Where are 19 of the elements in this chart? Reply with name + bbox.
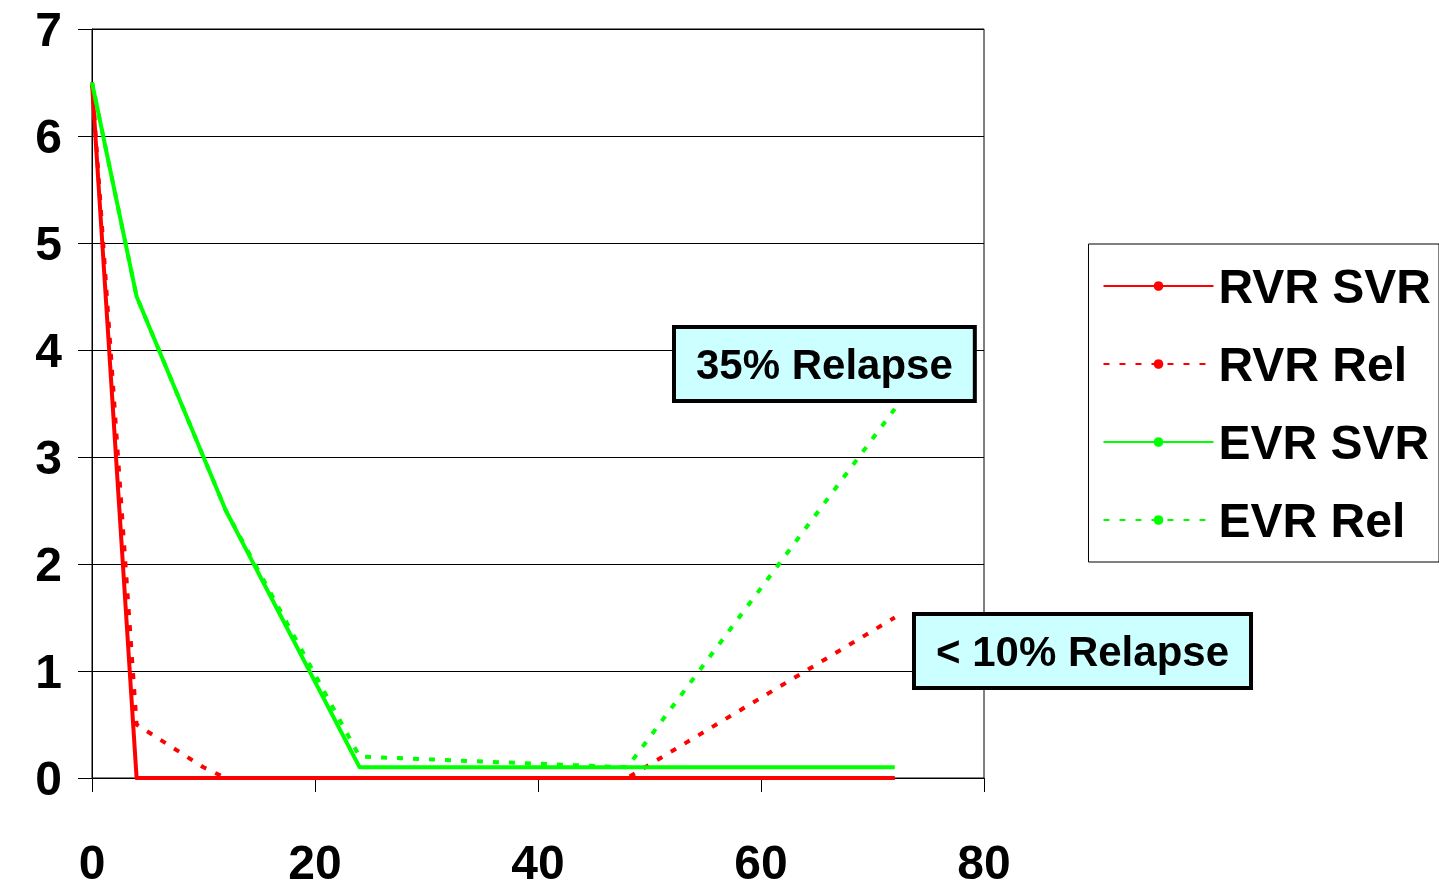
- y-tick-label: 1: [35, 644, 62, 698]
- annotation: 35% Relapse: [696, 340, 953, 388]
- y-tick-label: 4: [35, 323, 63, 377]
- x-tick-label: 20: [288, 835, 342, 889]
- y-tick-label: 7: [35, 2, 62, 56]
- legend-label: EVR SVR: [1218, 415, 1430, 469]
- legend-label: EVR Rel: [1218, 493, 1406, 547]
- y-tick-label: 3: [35, 430, 62, 484]
- x-tick-label: 80: [957, 835, 1011, 889]
- x-tick-label: 60: [734, 835, 788, 889]
- y-tick-label: 6: [35, 109, 62, 163]
- legend-label: RVR Rel: [1218, 337, 1408, 391]
- y-tick-label: 5: [35, 216, 62, 270]
- annotation: < 10% Relapse: [936, 627, 1230, 675]
- y-tick-label: 2: [35, 537, 62, 591]
- legend-label: RVR SVR: [1218, 259, 1432, 313]
- y-tick-label: 0: [35, 751, 62, 805]
- x-tick-label: 40: [511, 835, 565, 889]
- x-tick-label: 0: [78, 835, 106, 889]
